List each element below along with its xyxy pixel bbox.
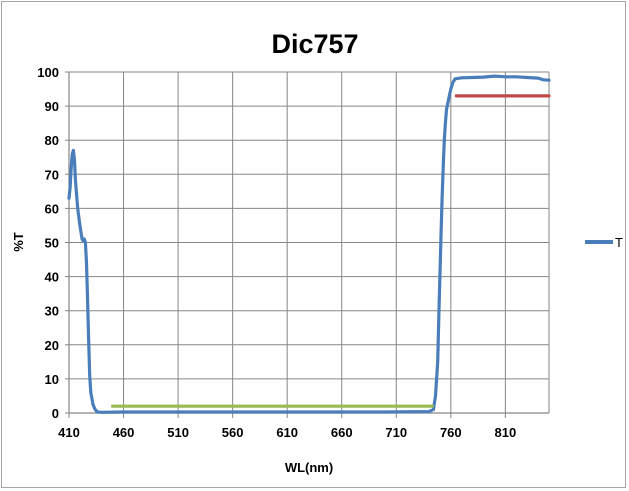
y-tick-label-60: 60 (45, 201, 59, 216)
y-tick-label-10: 10 (45, 372, 59, 387)
legend-label-t: T (615, 235, 623, 250)
x-tick-label-810: 810 (495, 425, 517, 440)
series-line-t (67, 74, 551, 414)
y-tick-label-0: 0 (52, 406, 59, 421)
x-axis-label: WL(nm) (285, 460, 333, 475)
y-axis-label: %T (11, 232, 26, 252)
x-tick-label-560: 560 (222, 425, 244, 440)
tick-labels: 0 10 20 30 40 50 60 70 80 90 100 410 460 510 560 610 660… (37, 65, 516, 440)
y-tick-label-70: 70 (45, 167, 59, 182)
plot-series (67, 74, 551, 414)
y-tick-label-20: 20 (45, 338, 59, 353)
y-tick-label-40: 40 (45, 270, 59, 285)
x-tick-label-510: 510 (167, 425, 189, 440)
legend: T (585, 235, 623, 250)
x-tick-label-610: 610 (276, 425, 298, 440)
x-tick-label-660: 660 (331, 425, 353, 440)
chart-title: Dic757 (271, 29, 358, 59)
grid-lines (68, 71, 549, 414)
y-tick-label-50: 50 (45, 236, 59, 251)
x-tick-label-710: 710 (385, 425, 407, 440)
y-tick-label-30: 30 (45, 304, 59, 319)
y-tick-label-100: 100 (37, 65, 59, 80)
x-tick-label-410: 410 (58, 425, 80, 440)
y-tick-label-80: 80 (45, 133, 59, 148)
x-tick-label-760: 760 (440, 425, 462, 440)
y-tick-label-90: 90 (45, 99, 59, 114)
axes (65, 71, 550, 418)
x-tick-label-460: 460 (113, 425, 135, 440)
